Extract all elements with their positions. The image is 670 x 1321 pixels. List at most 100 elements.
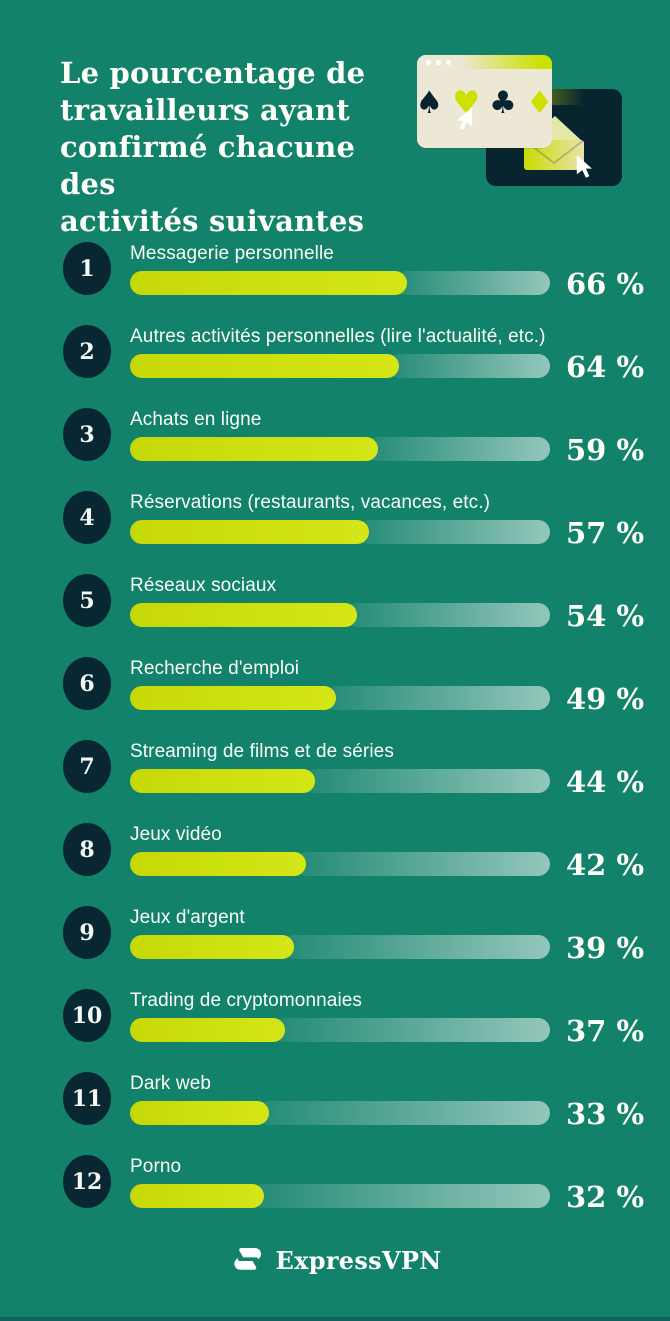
chart-row: 8 Jeux vidéo 42 % [0, 823, 670, 881]
bottom-edge-strip [0, 1317, 670, 1321]
progress-bar [130, 437, 550, 461]
value-label: 42 % [566, 848, 645, 882]
progress-fill [130, 271, 408, 295]
activity-label: Jeux vidéo [130, 824, 222, 845]
progress-track [302, 769, 550, 793]
activity-label: Autres activités personnelles (lire l'ac… [130, 326, 546, 347]
rank-badge: 11 [63, 1072, 111, 1125]
value-label: 44 % [566, 765, 645, 799]
expressvpn-wordmark: ExpressVPN [275, 1245, 442, 1275]
rank-number: 3 [79, 421, 95, 448]
cursor-icon [576, 155, 592, 178]
spade-icon: ♠ [417, 85, 444, 121]
chart-row: 11 Dark web 33 % [0, 1072, 670, 1130]
rank-badge: 5 [63, 574, 111, 627]
activity-label: Dark web [130, 1073, 212, 1094]
diamond-icon: ♦ [525, 85, 552, 121]
chart-row: 3 Achats en ligne 59 % [0, 408, 670, 466]
page-title: Le pourcentage de travailleurs ayant con… [60, 56, 366, 238]
rank-badge: 10 [63, 989, 111, 1042]
rank-badge: 4 [63, 491, 111, 544]
progress-fill [130, 852, 307, 876]
chart-row: 6 Recherche d'emploi 49 % [0, 657, 670, 715]
chart-row: 5 Réseaux sociaux 54 % [0, 574, 670, 632]
progress-track [252, 1184, 550, 1208]
value-label: 37 % [566, 1014, 645, 1048]
rank-badge: 2 [63, 325, 111, 378]
activity-label: Porno [130, 1156, 182, 1177]
rank-badge: 8 [63, 823, 111, 876]
progress-fill [130, 769, 315, 793]
rank-badge: 7 [63, 740, 111, 793]
progress-bar [130, 935, 550, 959]
value-label: 39 % [566, 931, 645, 965]
rank-badge: 6 [63, 657, 111, 710]
progress-track [386, 354, 550, 378]
progress-track [281, 935, 550, 959]
rank-number: 9 [79, 919, 95, 946]
rank-number: 10 [71, 1002, 103, 1029]
progress-fill [130, 354, 399, 378]
progress-track [256, 1101, 550, 1125]
activity-label: Réservations (restaurants, vacances, etc… [130, 492, 491, 513]
progress-track [323, 686, 550, 710]
progress-bar [130, 1018, 550, 1042]
progress-track [294, 852, 550, 876]
progress-track [273, 1018, 550, 1042]
chart-row: 1 Messagerie personnelle 66 % [0, 242, 670, 300]
value-label: 49 % [566, 682, 645, 716]
value-label: 66 % [566, 267, 645, 301]
value-label: 33 % [566, 1097, 645, 1131]
progress-bar [130, 1184, 550, 1208]
activity-label: Trading de cryptomonnaies [130, 990, 363, 1011]
activity-label: Achats en ligne [130, 409, 262, 430]
activity-label: Messagerie personnelle [130, 243, 334, 264]
progress-fill [130, 686, 336, 710]
chart-row: 10 Trading de cryptomonnaies 37 % [0, 989, 670, 1047]
cursor-icon [457, 107, 473, 130]
browser-window-graphic: ♠ ♥ ♣ ♦ [417, 55, 552, 148]
progress-track [344, 603, 550, 627]
progress-bar [130, 603, 550, 627]
progress-bar [130, 852, 550, 876]
progress-bar [130, 271, 550, 295]
chart-row: 9 Jeux d'argent 39 % [0, 906, 670, 964]
progress-bar [130, 520, 550, 544]
value-label: 54 % [566, 599, 645, 633]
rank-badge: 12 [63, 1155, 111, 1208]
rank-number: 12 [71, 1168, 103, 1195]
rank-number: 2 [79, 338, 95, 365]
chart-row: 12 Porno 32 % [0, 1155, 670, 1213]
window-control-dots [426, 60, 451, 65]
rank-badge: 1 [63, 242, 111, 295]
value-label: 59 % [566, 433, 645, 467]
rank-number: 5 [79, 587, 95, 614]
rank-badge: 3 [63, 408, 111, 461]
progress-fill [130, 1101, 269, 1125]
rank-number: 4 [79, 504, 95, 531]
rank-badge: 9 [63, 906, 111, 959]
club-icon: ♣ [489, 85, 517, 121]
activity-label: Recherche d'emploi [130, 658, 300, 679]
rank-number: 11 [71, 1085, 103, 1112]
activity-label: Jeux d'argent [130, 907, 245, 928]
progress-bar [130, 686, 550, 710]
expressvpn-logo-icon [233, 1247, 261, 1270]
progress-fill [130, 603, 357, 627]
progress-fill [130, 520, 370, 544]
activity-label: Réseaux sociaux [130, 575, 277, 596]
chart-row: 7 Streaming de films et de séries 44 % [0, 740, 670, 798]
chart-row: 4 Réservations (restaurants, vacances, et… [0, 491, 670, 549]
progress-fill [130, 1018, 286, 1042]
progress-fill [130, 1184, 265, 1208]
progress-bar [130, 769, 550, 793]
progress-track [395, 271, 550, 295]
progress-bar [130, 354, 550, 378]
rank-number: 1 [79, 255, 95, 282]
progress-track [357, 520, 550, 544]
browser-titlebar [417, 55, 552, 69]
rank-number: 8 [79, 836, 95, 863]
progress-fill [130, 935, 294, 959]
